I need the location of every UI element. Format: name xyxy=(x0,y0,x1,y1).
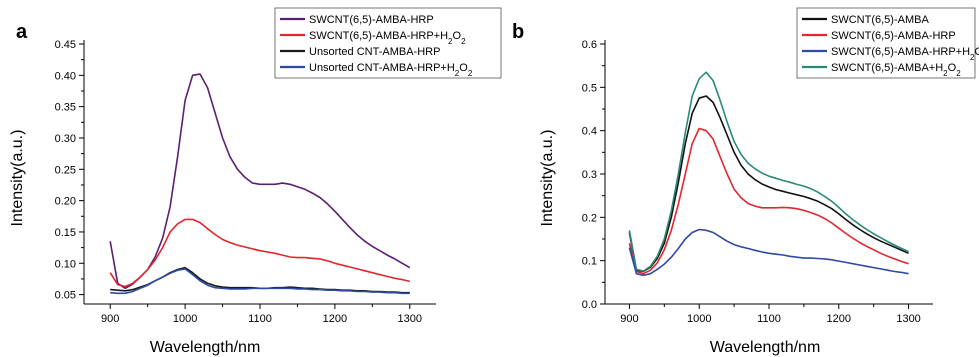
legend-entry-label: SWCNT(6,5)-AMBA+H2O2 xyxy=(831,62,961,78)
panel-letter-b: b xyxy=(512,21,524,43)
legend-a: SWCNT(6,5)-AMBA-HRP SWCNT(6,5)-AMBA-HRP+H… xyxy=(274,7,502,79)
y-tick-label: 0.05 xyxy=(55,290,76,302)
y-tick-label: 0.1 xyxy=(582,256,597,268)
x-tick-label: 1100 xyxy=(757,313,781,325)
series-line-4 xyxy=(110,268,410,295)
chart-panel-a: a 900 1000 1100 1200 1300 0.05 0.10 0.15 0.20 0.2… xyxy=(9,7,502,356)
y-tick-label: 0.6 xyxy=(582,39,597,51)
axes-a: 900 1000 1100 1200 1300 0.05 0.10 0.15 0.20 0.25 0… xyxy=(55,39,436,325)
legend-entry-label: SWCNT(6,5)-AMBA xyxy=(831,14,929,26)
y-tick-label: 0.20 xyxy=(55,196,76,208)
x-tick-label: 1200 xyxy=(827,313,851,325)
y-tick-label: 0.30 xyxy=(55,133,76,145)
axes-b: 900 1000 1100 1200 1300 0.0 0.1 0.2 0.3 0.4 0.5 0.6 xyxy=(582,39,933,325)
series-line-4 xyxy=(628,71,909,272)
y-tick-label: 0.45 xyxy=(55,39,76,51)
y-axis-title-a: Intensity(a.u.) xyxy=(9,130,26,227)
legend-entry-label: SWCNT(6,5)-AMBA-HRP xyxy=(831,30,956,42)
x-tick-label: 1000 xyxy=(687,313,711,325)
series-line-1 xyxy=(628,95,909,273)
series-line-2 xyxy=(628,127,909,275)
x-tick-label: 1300 xyxy=(896,313,920,325)
legend-entry-label: SWCNT(6,5)-AMBA-HRP+H2O2 xyxy=(309,30,466,46)
series-lines-a xyxy=(109,73,411,295)
x-axis-title-a: Wavelength/nm xyxy=(150,339,261,356)
series-line-2 xyxy=(109,218,410,288)
x-tick-label: 900 xyxy=(620,313,638,325)
y-tick-label: 0.3 xyxy=(582,169,597,181)
y-tick-label: 0.10 xyxy=(55,258,76,270)
y-tick-label: 0.25 xyxy=(55,164,76,176)
panel-letter-a: a xyxy=(16,21,28,43)
legend-box xyxy=(274,7,502,79)
legend-entry-label: Unsorted CNT-AMBA-HRP+H2O2 xyxy=(309,62,473,78)
y-tick-label: 0.35 xyxy=(55,102,76,114)
y-tick-label: 0.0 xyxy=(582,299,597,311)
x-tick-label: 1000 xyxy=(173,313,197,325)
y-tick-label: 0.4 xyxy=(582,126,597,138)
x-tick-label: 1300 xyxy=(398,313,422,325)
x-tick-label: 1100 xyxy=(248,313,272,325)
chart-panel-b: b 900 1000 1100 1200 1300 0.0 0.1 0.2 0.3 0.4 0.5 0… xyxy=(512,7,979,356)
y-tick-label: 0.15 xyxy=(55,227,76,239)
legend-entry-label: Unsorted CNT-AMBA-HRP xyxy=(309,46,440,58)
y-tick-label: 0.5 xyxy=(582,82,597,94)
legend-b: SWCNT(6,5)-AMBA SWCNT(6,5)-AMBA-HRP SWCNT(… xyxy=(796,7,979,79)
series-line-1 xyxy=(109,73,411,290)
x-tick-label: 900 xyxy=(101,313,119,325)
y-axis-title-b: Intensity(a.u.) xyxy=(539,130,556,227)
series-lines-b xyxy=(628,71,909,277)
y-tick-label: 0.2 xyxy=(582,212,597,224)
legend-entry-label: SWCNT(6,5)-AMBA-HRP+H2O2 xyxy=(831,46,979,62)
y-tick-label: 0.40 xyxy=(55,70,76,82)
x-axis-title-b: Wavelength/nm xyxy=(710,339,821,356)
legend-entry-label: SWCNT(6,5)-AMBA-HRP xyxy=(309,14,434,26)
series-line-3 xyxy=(628,228,909,277)
x-tick-label: 1200 xyxy=(323,313,347,325)
